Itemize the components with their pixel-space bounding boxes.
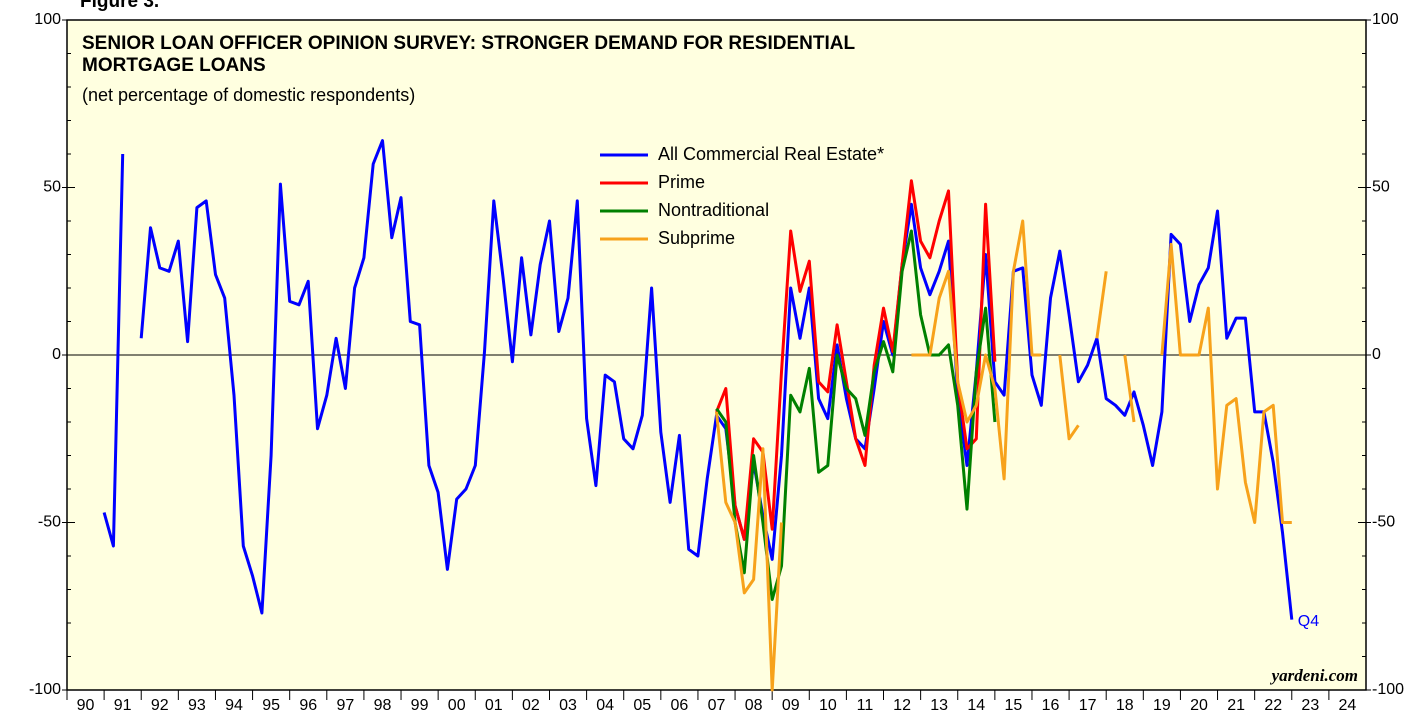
series-line	[1058, 354, 1080, 441]
series-line	[1095, 271, 1108, 339]
series-line	[1160, 242, 1292, 524]
annotation: Q4	[1298, 613, 1319, 630]
x-tick-label: 98	[374, 697, 392, 714]
y-tick-label: 100	[34, 11, 61, 28]
x-tick-label: 19	[1153, 697, 1171, 714]
x-tick-label: 11	[857, 697, 874, 714]
x-tick-label: 01	[485, 697, 503, 714]
x-tick-label: 97	[336, 697, 354, 714]
series-line	[715, 411, 783, 692]
legend-label: Subprime	[658, 228, 735, 248]
y2-tick-label: 50	[1372, 179, 1390, 196]
x-tick-label: 23	[1301, 697, 1319, 714]
legend-label: Nontraditional	[658, 200, 769, 220]
source: yardeni.com	[1270, 666, 1358, 685]
x-tick-label: 17	[1079, 697, 1097, 714]
y-tick-label: 0	[52, 346, 61, 363]
x-tick-label: 21	[1227, 697, 1245, 714]
x-tick-label: 06	[670, 697, 688, 714]
x-tick-label: 09	[782, 697, 800, 714]
y2-tick-label: 100	[1372, 11, 1399, 28]
y2-tick-label: -50	[1372, 514, 1395, 531]
chart-subtitle: (net percentage of domestic respondents)	[82, 85, 415, 105]
x-tick-label: 08	[745, 697, 763, 714]
series-line	[1123, 354, 1136, 423]
x-tick-label: 90	[77, 697, 95, 714]
y-tick-label: -50	[38, 514, 61, 531]
y-tick-label: 50	[43, 179, 61, 196]
x-tick-label: 00	[448, 697, 466, 714]
x-tick-label: 92	[151, 697, 169, 714]
x-tick-label: 07	[708, 697, 726, 714]
x-tick-label: 91	[114, 697, 132, 714]
chart-title: SENIOR LOAN OFFICER OPINION SURVEY: STRO…	[82, 33, 855, 76]
x-tick-label: 02	[522, 697, 540, 714]
x-tick-label: 20	[1190, 697, 1208, 714]
series-line	[102, 153, 125, 548]
x-tick-label: 93	[188, 697, 206, 714]
series-line	[715, 229, 997, 601]
y-tick-label: -100	[29, 681, 61, 698]
x-tick-label: 12	[893, 697, 911, 714]
x-tick-label: 10	[819, 697, 837, 714]
x-tick-label: 04	[596, 697, 614, 714]
series-line	[911, 219, 1042, 481]
legend-label: All Commercial Real Estate*	[658, 144, 884, 164]
x-tick-label: 03	[559, 697, 577, 714]
x-tick-label: 05	[633, 697, 651, 714]
y2-tick-label: 0	[1372, 346, 1381, 363]
x-tick-label: 24	[1339, 697, 1357, 714]
legend-label: Prime	[658, 172, 705, 192]
x-tick-label: 18	[1116, 697, 1134, 714]
x-tick-label: 95	[262, 697, 280, 714]
x-tick-label: 96	[299, 697, 317, 714]
x-tick-label: 22	[1264, 697, 1282, 714]
figure-label: Figure 3.	[80, 0, 159, 12]
x-tick-label: 15	[1005, 697, 1023, 714]
x-tick-label: 16	[1042, 697, 1060, 714]
x-tick-label: 13	[930, 697, 948, 714]
x-tick-label: 99	[411, 697, 429, 714]
y2-tick-label: -100	[1372, 681, 1404, 698]
x-tick-label: 94	[225, 697, 243, 714]
x-tick-label: 14	[967, 697, 985, 714]
